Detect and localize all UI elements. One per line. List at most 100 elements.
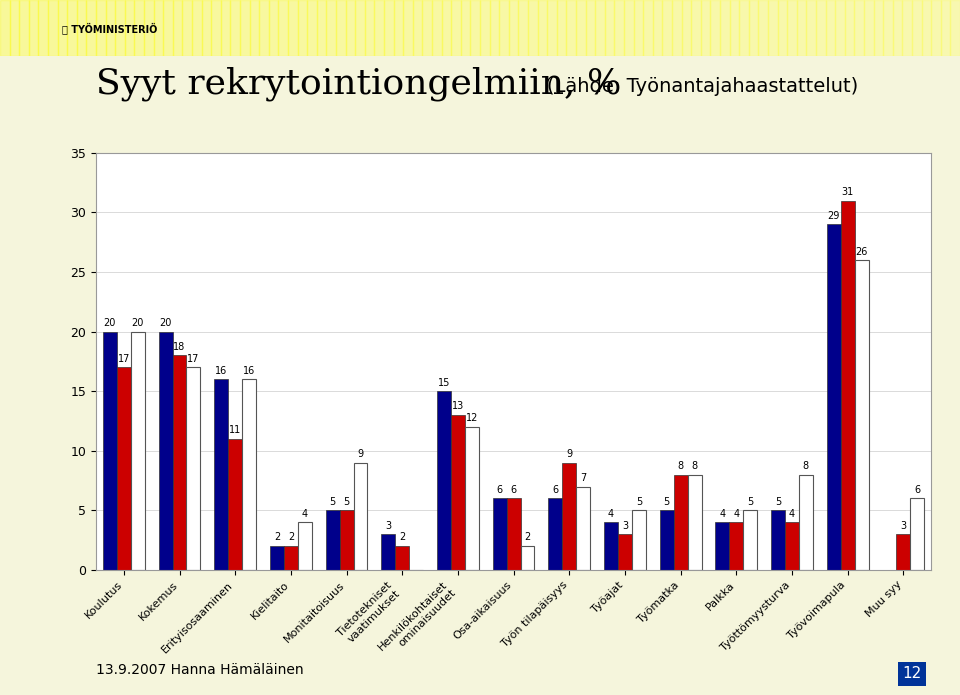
Bar (374, 0, 384, 56)
Text: 20: 20 (159, 318, 172, 328)
Bar (797, 0, 806, 56)
Bar (48, 0, 58, 56)
Bar (259, 0, 269, 56)
Bar (528, 0, 538, 56)
Bar (910, 498, 924, 570)
Bar (507, 498, 520, 570)
Bar (941, 0, 950, 56)
Bar (576, 486, 590, 570)
Bar (653, 0, 662, 56)
Bar (317, 0, 326, 56)
Text: 8: 8 (691, 461, 698, 471)
Bar (605, 0, 614, 56)
Bar (787, 0, 797, 56)
Bar (701, 0, 710, 56)
Bar (883, 0, 893, 56)
Text: 4: 4 (789, 509, 795, 518)
Text: 6: 6 (914, 485, 921, 495)
Bar (897, 534, 910, 570)
Text: 5: 5 (747, 497, 754, 507)
Text: 13.9.2007 Hanna Hämäläinen: 13.9.2007 Hanna Hämäläinen (96, 663, 303, 677)
Bar (595, 0, 605, 56)
Bar (618, 534, 632, 570)
Text: 6: 6 (511, 485, 516, 495)
Bar (492, 498, 507, 570)
Bar (743, 510, 757, 570)
Text: 6: 6 (552, 485, 559, 495)
Bar (403, 0, 413, 56)
Bar (384, 0, 394, 56)
Bar (173, 355, 186, 570)
Text: 17: 17 (118, 354, 130, 363)
Bar (614, 0, 624, 56)
Bar (643, 0, 653, 56)
Bar (730, 522, 743, 570)
Bar (67, 0, 77, 56)
Bar (604, 522, 618, 570)
Bar (739, 0, 749, 56)
Bar (117, 368, 131, 570)
Text: 3: 3 (385, 521, 392, 530)
Bar (240, 0, 250, 56)
Bar (799, 475, 813, 570)
Bar (827, 224, 841, 570)
Bar (58, 0, 67, 56)
Bar (518, 0, 528, 56)
Bar (325, 510, 340, 570)
Bar (461, 0, 470, 56)
Bar (912, 0, 922, 56)
Bar (465, 427, 479, 570)
Text: 17: 17 (187, 354, 200, 363)
Text: 20: 20 (132, 318, 144, 328)
Bar (566, 0, 576, 56)
Bar (158, 332, 173, 570)
Bar (768, 0, 778, 56)
Bar (710, 0, 720, 56)
Bar (163, 0, 173, 56)
Bar (381, 534, 396, 570)
Bar (19, 0, 29, 56)
Text: 2: 2 (288, 532, 294, 543)
Bar (284, 546, 298, 570)
Bar (470, 0, 480, 56)
Bar (269, 0, 278, 56)
Bar (520, 546, 535, 570)
Bar (106, 0, 115, 56)
Text: 18: 18 (174, 342, 185, 352)
Text: 4: 4 (301, 509, 308, 518)
Text: 13: 13 (452, 402, 464, 411)
Bar (576, 0, 586, 56)
Bar (715, 522, 730, 570)
Bar (509, 0, 518, 56)
Text: 29: 29 (828, 211, 840, 221)
Text: 31: 31 (842, 187, 853, 197)
Bar (365, 0, 374, 56)
Bar (86, 0, 96, 56)
Bar (632, 510, 646, 570)
Bar (841, 201, 854, 570)
Text: 5: 5 (636, 497, 642, 507)
Bar (77, 0, 86, 56)
Text: 5: 5 (329, 497, 336, 507)
Bar (230, 0, 240, 56)
Bar (214, 379, 228, 570)
Text: 16: 16 (243, 366, 255, 376)
Text: 4: 4 (733, 509, 739, 518)
Bar (451, 415, 465, 570)
Bar (336, 0, 346, 56)
Bar (864, 0, 874, 56)
Bar (394, 0, 403, 56)
Text: 2: 2 (274, 532, 280, 543)
Bar (563, 463, 576, 570)
Bar (211, 0, 221, 56)
Bar (480, 0, 490, 56)
Text: 4: 4 (719, 509, 726, 518)
Bar (816, 0, 826, 56)
Bar (902, 0, 912, 56)
Text: 8: 8 (678, 461, 684, 471)
Bar (346, 0, 355, 56)
Bar (134, 0, 144, 56)
Text: 3: 3 (622, 521, 628, 530)
Bar (634, 0, 643, 56)
Bar (624, 0, 634, 56)
